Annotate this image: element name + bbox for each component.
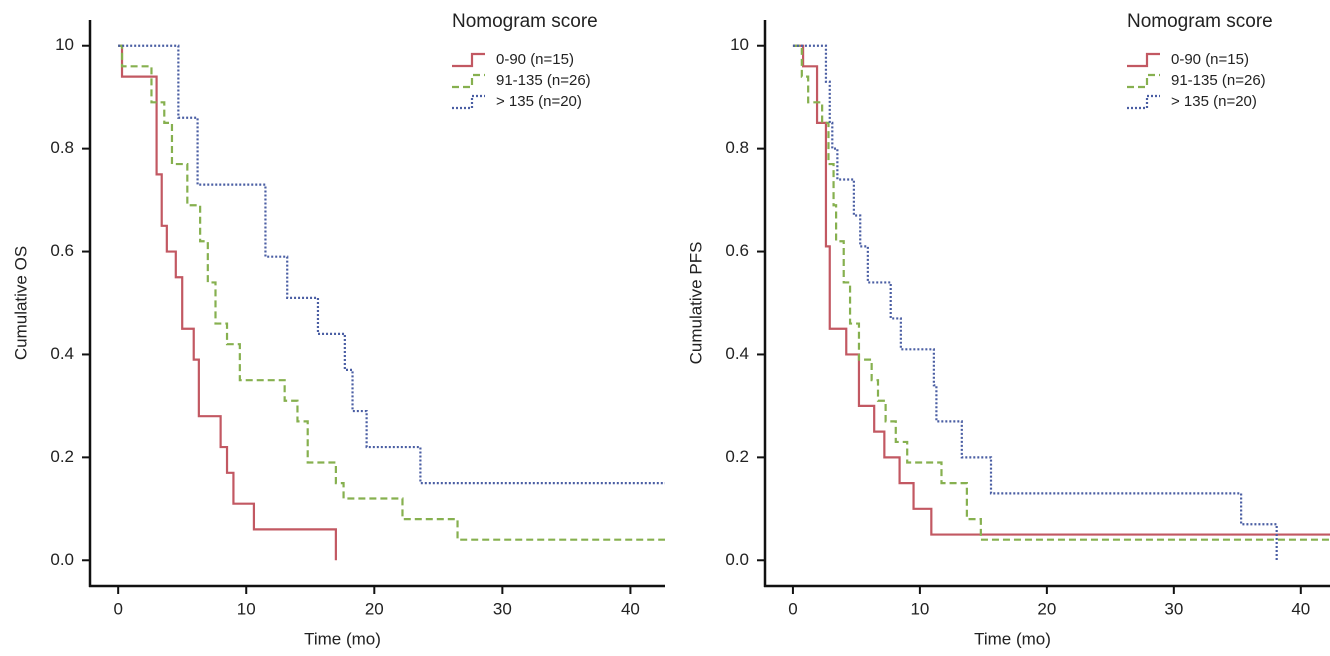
- x-tick-label: 30: [493, 599, 512, 618]
- survival-curve: [792, 44, 1278, 561]
- y-tick-label: 10: [55, 35, 74, 54]
- legend-swatch: [1127, 94, 1160, 110]
- legend-title: Nomogram score: [452, 11, 598, 32]
- legend-label: 91-135 (n=26): [1171, 72, 1266, 89]
- legend-title: Nomogram score: [1127, 11, 1273, 32]
- legend-label: 0-90 (n=15): [496, 51, 574, 68]
- x-tick-label: 10: [910, 599, 929, 618]
- legend-label: > 135 (n=20): [1171, 93, 1257, 110]
- x-axis-label: Time (mo): [974, 629, 1051, 648]
- survival-curve: [792, 44, 1330, 536]
- x-tick-label: 0: [788, 599, 797, 618]
- y-tick-label: 0.0: [50, 550, 74, 569]
- y-axis-label: Cumulative OS: [11, 246, 30, 360]
- y-tick-label: 0.4: [725, 344, 749, 363]
- x-tick-label: 30: [1164, 599, 1183, 618]
- survival-curve: [118, 44, 665, 541]
- x-axis-label: Time (mo): [304, 629, 381, 648]
- y-tick-label: 0.6: [725, 241, 749, 260]
- y-axis-label: Cumulative PFS: [686, 242, 705, 365]
- y-tick-label: 0.2: [50, 447, 74, 466]
- y-tick-label: 0.8: [725, 138, 749, 157]
- legend-label: 91-135 (n=26): [496, 72, 591, 89]
- legend-swatch: [452, 94, 485, 110]
- x-tick-label: 20: [1037, 599, 1056, 618]
- legend-label: 0-90 (n=15): [1171, 51, 1249, 68]
- y-tick-label: 0.4: [50, 344, 74, 363]
- y-tick-label: 0.0: [725, 550, 749, 569]
- y-tick-label: 0.6: [50, 241, 74, 260]
- x-tick-label: 20: [365, 599, 384, 618]
- y-tick-label: 0.8: [50, 138, 74, 157]
- y-tick-label: 0.2: [725, 447, 749, 466]
- legend-swatch: [1127, 52, 1160, 68]
- legend-swatch: [452, 73, 485, 89]
- y-tick-label: 10: [730, 35, 749, 54]
- x-tick-label: 10: [237, 599, 256, 618]
- survival-curve: [118, 44, 337, 561]
- survival-curve: [792, 44, 1330, 541]
- survival-curve: [118, 44, 665, 485]
- legend-swatch: [452, 52, 485, 68]
- legend-label: > 135 (n=20): [496, 93, 582, 110]
- x-tick-label: 0: [113, 599, 122, 618]
- x-tick-label: 40: [621, 599, 640, 618]
- x-tick-label: 40: [1291, 599, 1310, 618]
- legend-swatch: [1127, 73, 1160, 89]
